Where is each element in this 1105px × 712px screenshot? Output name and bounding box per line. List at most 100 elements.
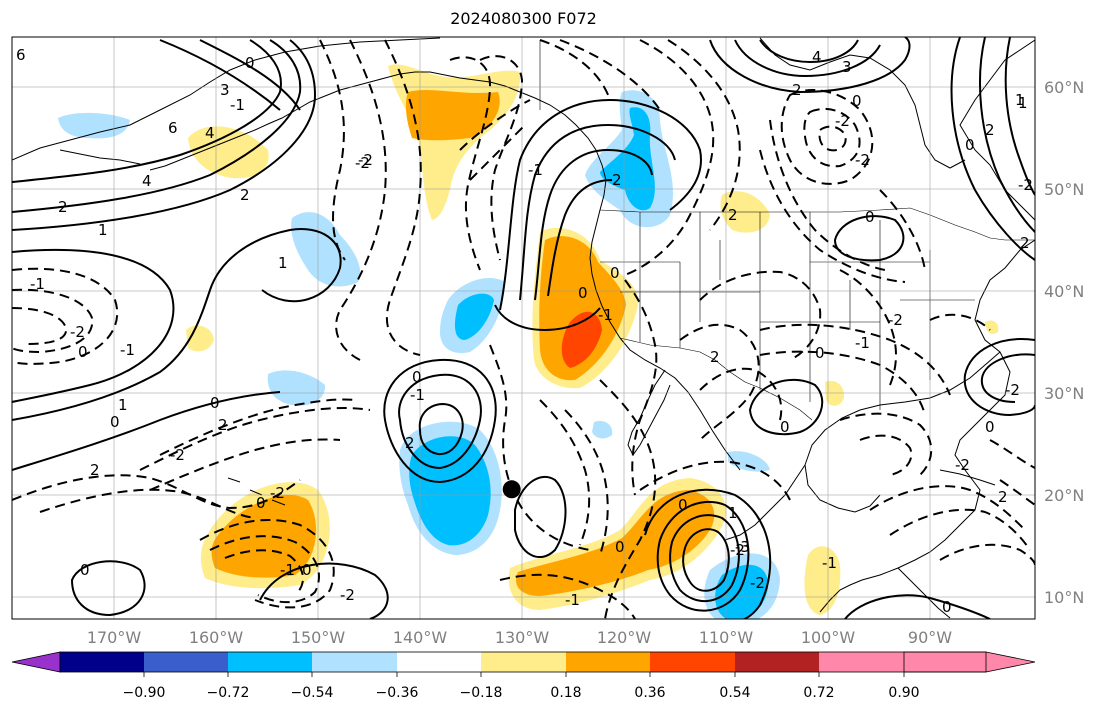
contour-label: -2 bbox=[855, 151, 870, 169]
contour-label: 0 bbox=[256, 494, 266, 512]
border-us-mexico bbox=[619, 337, 813, 421]
colorbar-extend-left bbox=[11, 651, 61, 673]
contour-negative bbox=[12, 307, 68, 345]
contour-label: 0 bbox=[942, 598, 952, 616]
contour-label: -2 bbox=[70, 323, 85, 341]
contour-negative bbox=[989, 439, 1035, 506]
contour-label: 0 bbox=[210, 394, 220, 412]
contour-label: -2 bbox=[1005, 381, 1020, 399]
colorbar-segment bbox=[144, 652, 228, 672]
lon-label: 170°W bbox=[87, 628, 142, 647]
contour-label: 0 bbox=[865, 208, 875, 226]
contour-label: 1 bbox=[118, 396, 128, 414]
contour-negative bbox=[879, 189, 926, 271]
contour-label: 0 bbox=[678, 496, 688, 514]
contour-labels: 6 4 3 2 1 0 -1 -2 6 4 2 1 -1 -2 0 -1 0 1… bbox=[16, 46, 1033, 616]
contour-negative bbox=[699, 367, 783, 421]
contour-negative bbox=[667, 39, 741, 231]
contour-label: 2 bbox=[728, 206, 738, 224]
lon-label: 140°W bbox=[393, 628, 448, 647]
contour-label: 0 bbox=[965, 136, 975, 154]
colorbar-segment bbox=[397, 652, 481, 672]
lon-label: 90°W bbox=[908, 628, 952, 647]
contour-positive bbox=[499, 98, 702, 311]
colorbar-segment bbox=[312, 652, 397, 672]
contour-label: -2 bbox=[888, 311, 903, 329]
contour-positive bbox=[534, 148, 653, 301]
contour-negative bbox=[859, 434, 913, 476]
contour-positive bbox=[383, 358, 497, 484]
contour-label: 0 bbox=[245, 54, 255, 72]
contour-negative bbox=[759, 350, 926, 416]
contour-label: -1 bbox=[822, 554, 837, 572]
coast-hudson bbox=[759, 37, 966, 169]
latitude-labels: 60°N 50°N 40°N 30°N 20°N 10°N bbox=[1044, 78, 1084, 607]
contour-label: 2 bbox=[218, 416, 228, 434]
contour-positive bbox=[709, 37, 911, 94]
contour-label: -1 bbox=[120, 341, 135, 359]
graticule bbox=[12, 37, 1035, 619]
shade-california-core bbox=[539, 236, 626, 381]
colorbar-segment bbox=[566, 652, 650, 672]
contour-positive bbox=[259, 562, 389, 619]
contour-label: 3 bbox=[220, 81, 230, 99]
contour-negative bbox=[159, 398, 356, 456]
contour-label: -1 bbox=[30, 275, 45, 293]
contour-label: 2 bbox=[58, 198, 68, 216]
contour-negative bbox=[12, 267, 119, 365]
shaded-anomalies bbox=[58, 64, 999, 619]
coast-gulf-mexico bbox=[804, 351, 1001, 513]
contour-negative bbox=[489, 344, 591, 551]
contour-label: -1 bbox=[598, 306, 613, 324]
contour-positive bbox=[494, 304, 601, 332]
contour-label: 4 bbox=[812, 48, 822, 66]
contour-label: -1 bbox=[230, 96, 245, 114]
contour-label: 0 bbox=[852, 92, 862, 110]
contour-negative bbox=[759, 323, 951, 396]
contour-negative bbox=[384, 39, 422, 356]
colorbar-tick-label: 0.72 bbox=[803, 685, 834, 701]
contour-label: 1 bbox=[728, 504, 738, 522]
lat-label: 30°N bbox=[1044, 384, 1084, 403]
contour-positive bbox=[979, 37, 1035, 233]
longitude-labels: 170°W 160°W 150°W 140°W 130°W 120°W 110°… bbox=[87, 628, 952, 647]
contour-label: 0 bbox=[302, 561, 312, 579]
contour-label: -1 bbox=[280, 561, 295, 579]
contour-negative bbox=[499, 573, 636, 619]
lon-label: 120°W bbox=[597, 628, 652, 647]
contour-label: -2 bbox=[835, 112, 850, 130]
contour-label: 1 bbox=[1015, 91, 1025, 109]
contour-label: 2 bbox=[1020, 234, 1030, 252]
lon-label: 150°W bbox=[291, 628, 346, 647]
colorbar-segment bbox=[228, 652, 312, 672]
contour-label: -2 bbox=[358, 151, 373, 169]
colorbar-tick-label: −0.18 bbox=[460, 685, 503, 701]
contour-positive bbox=[950, 37, 1035, 261]
contour-label: -1 bbox=[855, 334, 870, 352]
contour-label: -2 bbox=[730, 541, 745, 559]
contour-positive bbox=[682, 528, 730, 592]
colorbar-tick-label: −0.72 bbox=[207, 685, 250, 701]
contour-label: -2 bbox=[1018, 176, 1033, 194]
colorbar-tick-label: 0.90 bbox=[888, 685, 919, 701]
coast-us-west bbox=[459, 77, 621, 339]
contour-negative bbox=[839, 269, 897, 386]
contour-negative bbox=[624, 279, 658, 496]
contour-negative bbox=[149, 438, 341, 491]
colorbar-tick-label: 0.36 bbox=[634, 685, 665, 701]
contour-negative bbox=[599, 379, 657, 619]
contour-negative bbox=[679, 323, 760, 441]
contour-positive bbox=[418, 402, 464, 456]
contours-positive bbox=[12, 37, 1035, 619]
contour-label: 1 bbox=[278, 254, 288, 272]
contour-negative bbox=[459, 99, 531, 181]
border-us-canada bbox=[599, 207, 1035, 241]
lat-label: 60°N bbox=[1044, 78, 1084, 97]
contour-label: 2 bbox=[792, 81, 802, 99]
lat-label: 10°N bbox=[1044, 588, 1084, 607]
contour-label: -1 bbox=[410, 386, 425, 404]
coast-aleutians bbox=[59, 149, 141, 165]
contour-positive bbox=[547, 179, 613, 297]
coast-pacific-mexico bbox=[619, 337, 806, 541]
contour-negative bbox=[769, 119, 886, 271]
